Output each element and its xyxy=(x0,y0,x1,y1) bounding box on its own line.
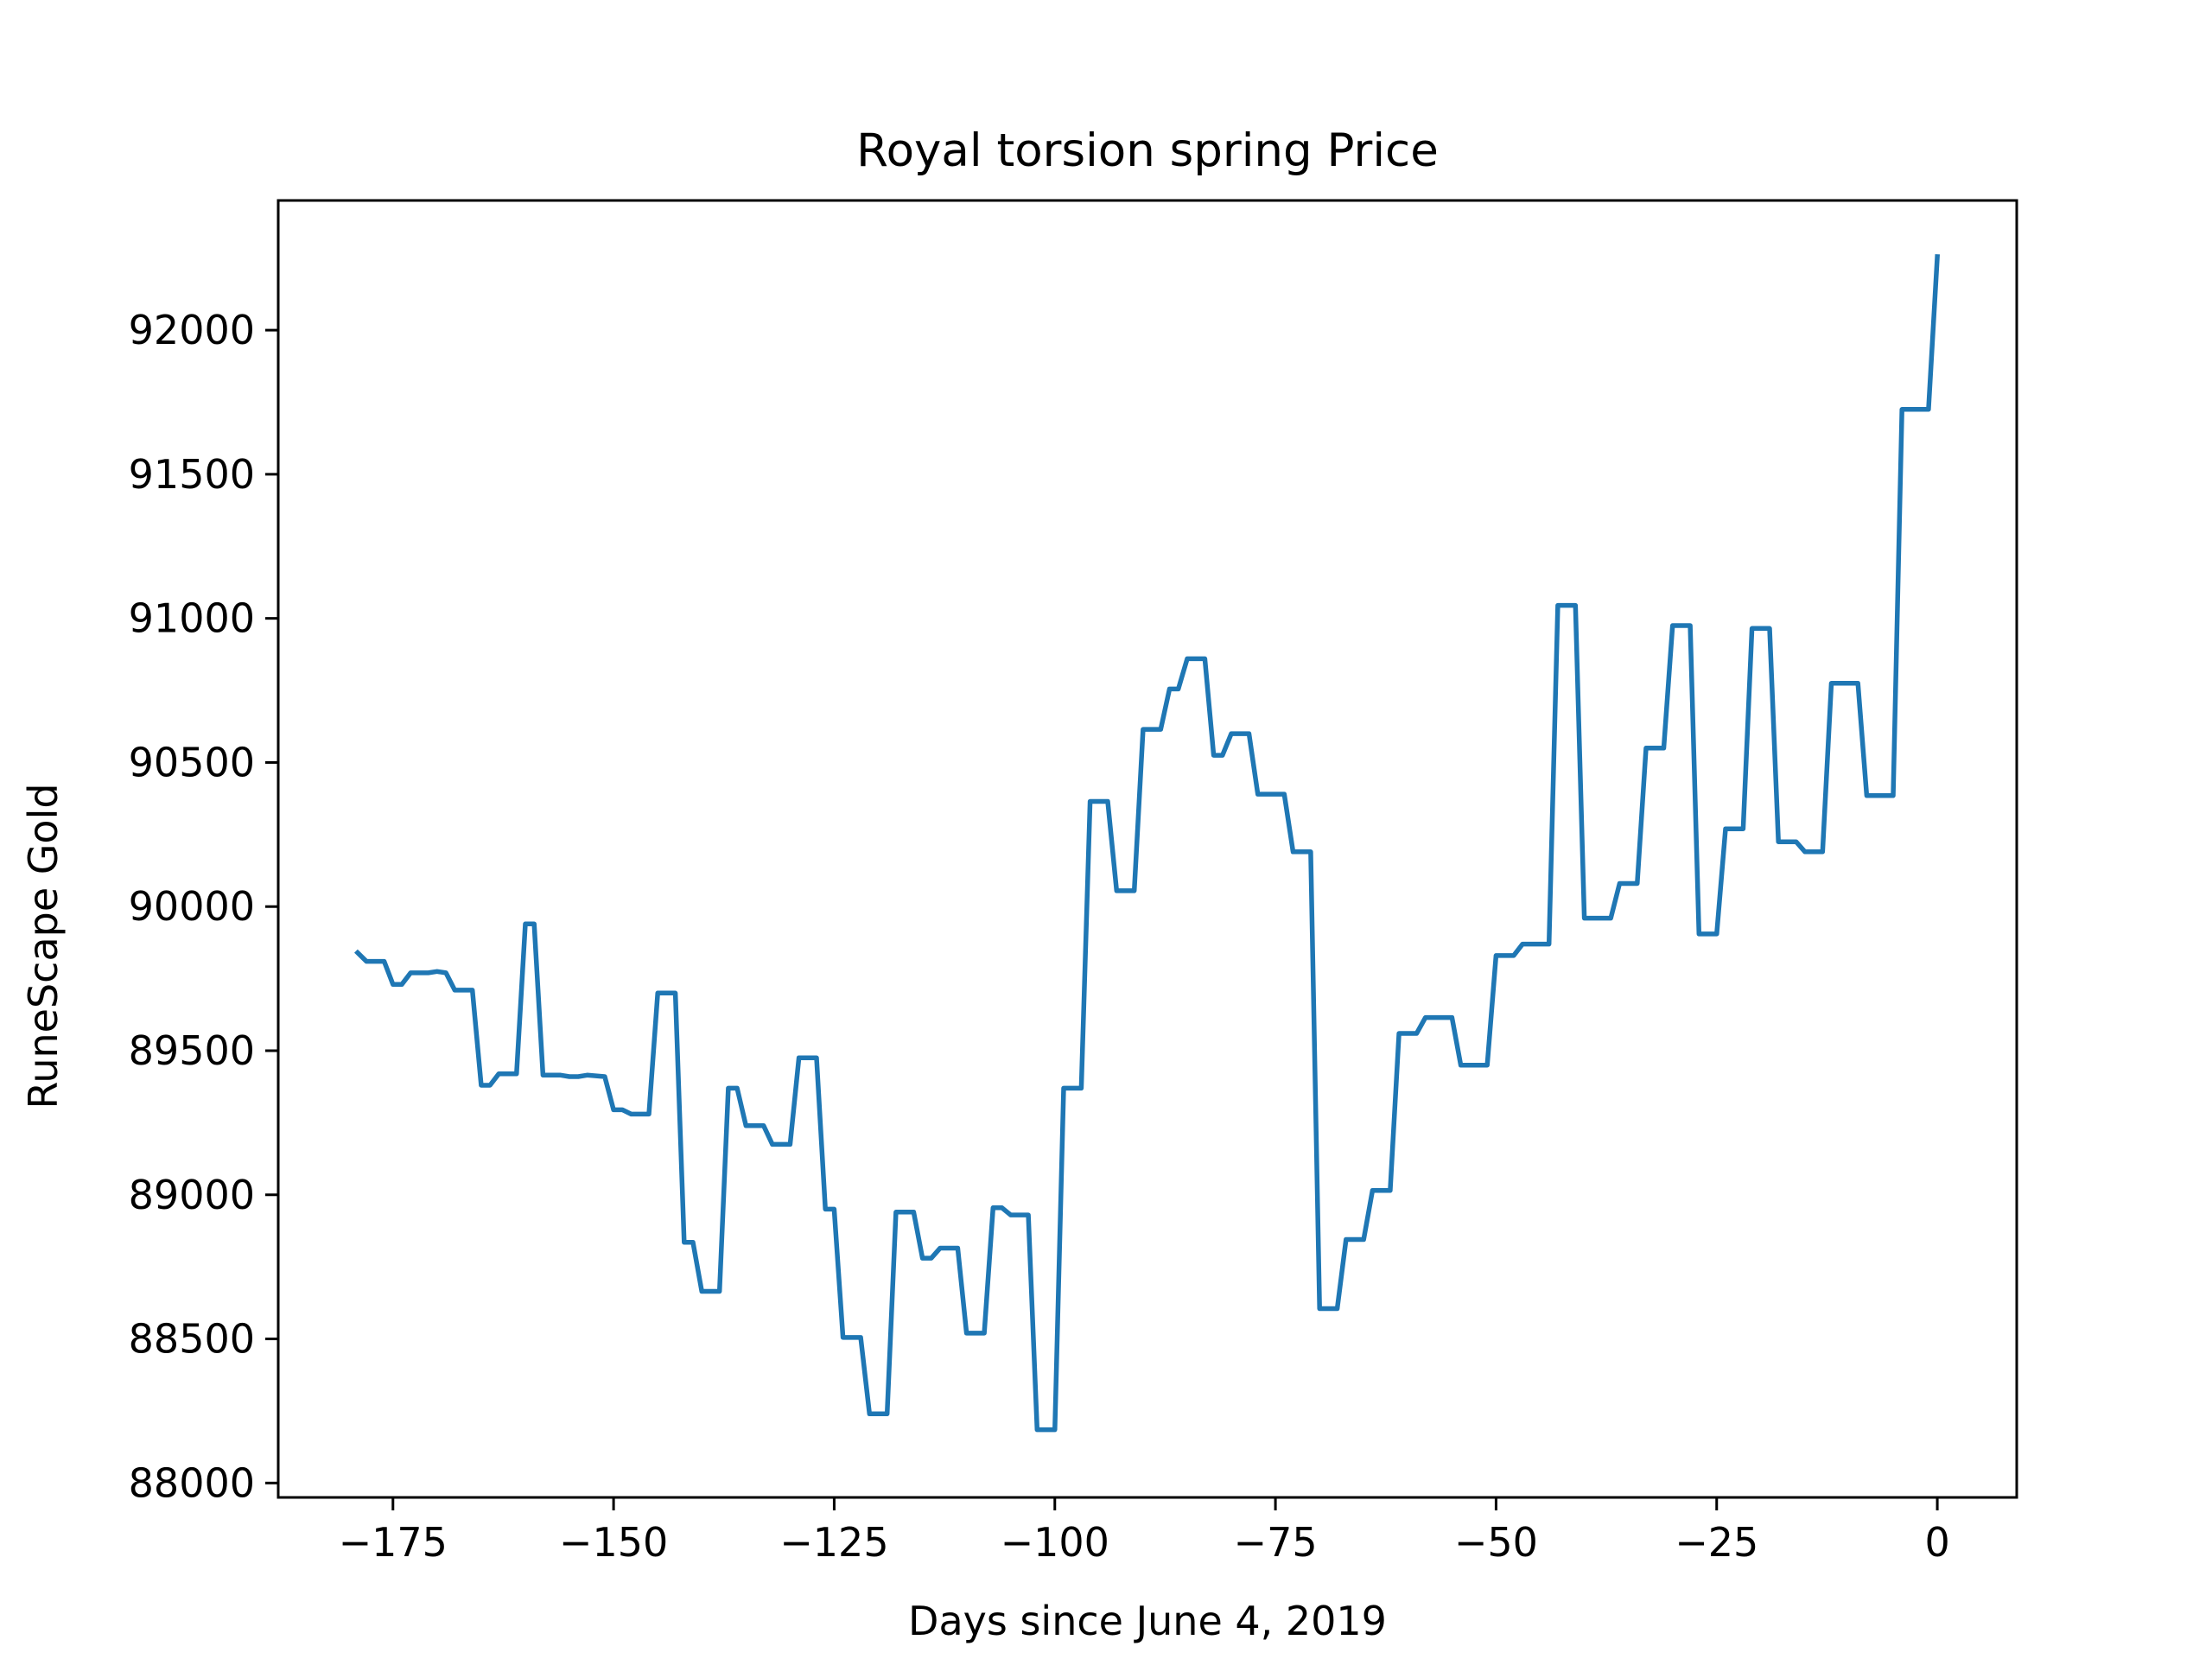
axes-area: −175 −150 −125 −100 −75 −50 −25 0 88000 88500 8900… xyxy=(129,199,2018,1566)
y-axis-label: RuneScape Gold xyxy=(20,783,67,1109)
plot-frame xyxy=(276,199,2018,1499)
y-tick-label: 91000 xyxy=(129,595,255,642)
x-tick-label: 0 xyxy=(1924,1519,1949,1566)
chart-title: Royal torsion spring Price xyxy=(856,124,1439,177)
y-tick-label: 89500 xyxy=(129,1027,255,1074)
x-tick-label: −50 xyxy=(1454,1519,1538,1566)
x-axis-label: Days since June 4, 2019 xyxy=(908,1598,1387,1644)
x-tick-label: −100 xyxy=(1001,1519,1109,1566)
y-tick-label: 92000 xyxy=(129,307,255,353)
price-line-0 xyxy=(354,254,1941,1433)
x-tick-label: −125 xyxy=(779,1519,888,1566)
x-tick-label: −175 xyxy=(339,1519,448,1566)
y-tick-label: 89000 xyxy=(129,1172,255,1218)
x-tick-label: −150 xyxy=(559,1519,668,1566)
y-tick-label: 90500 xyxy=(129,739,255,785)
y-tick-label: 88000 xyxy=(129,1459,255,1506)
y-tick-label: 91500 xyxy=(129,451,255,498)
y-tick-label: 88500 xyxy=(129,1316,255,1363)
y-tick-label: 90000 xyxy=(129,883,255,930)
x-tick-label: −75 xyxy=(1234,1519,1318,1566)
x-tick-label: −25 xyxy=(1675,1519,1758,1566)
